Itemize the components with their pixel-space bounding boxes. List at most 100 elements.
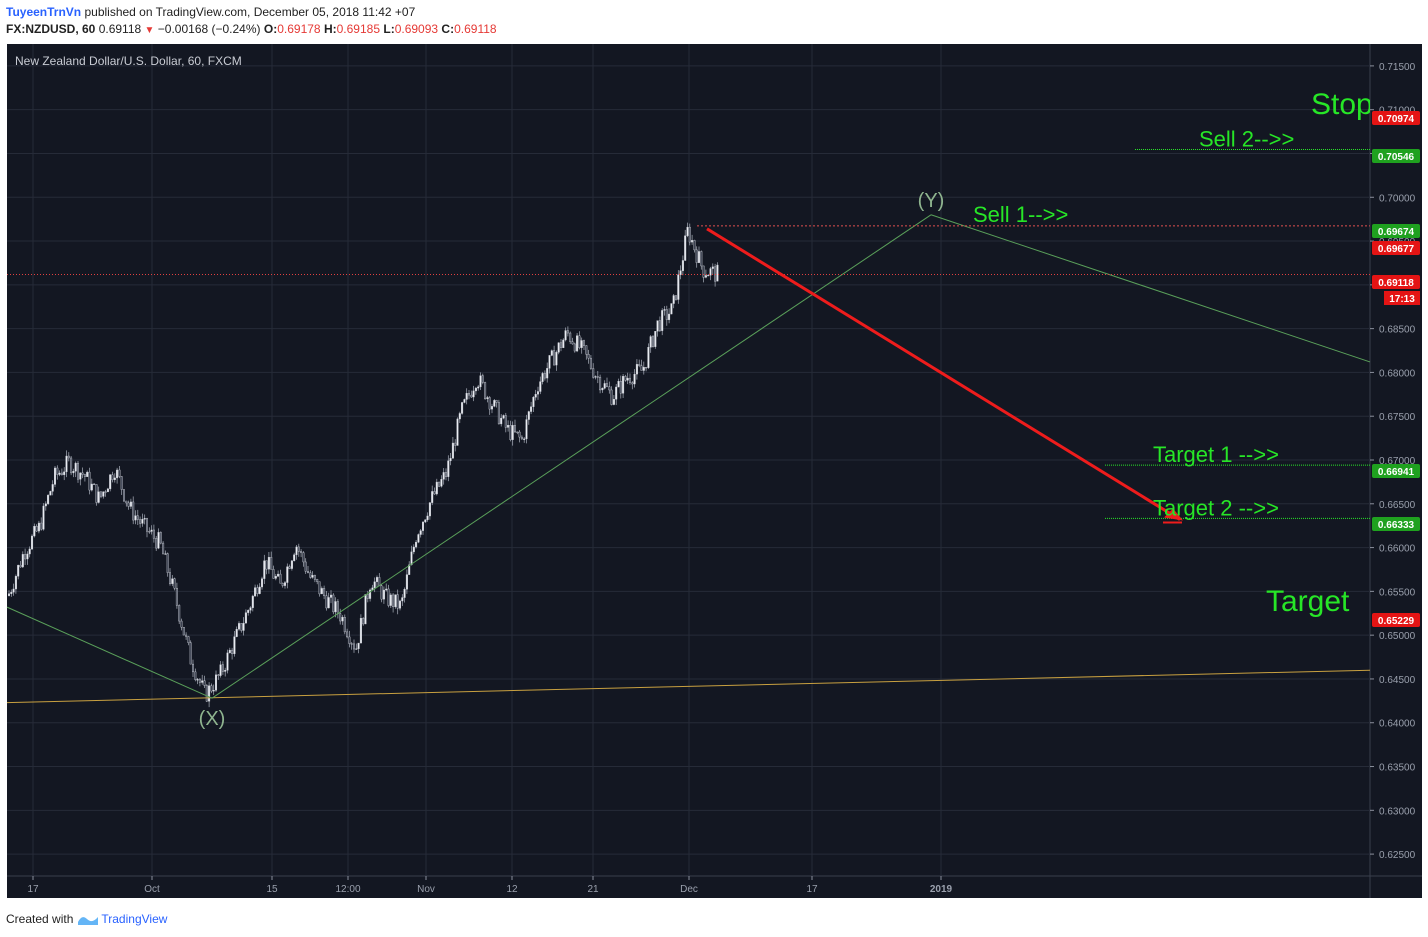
countdown-label: 17:13 bbox=[1389, 294, 1415, 305]
candle-body bbox=[463, 399, 466, 403]
candle-body bbox=[422, 521, 425, 531]
price-badge-label: 0.66941 bbox=[1378, 467, 1415, 478]
candle-body bbox=[132, 501, 135, 521]
annotation-label: Stop bbox=[1311, 88, 1373, 121]
candle-body bbox=[504, 415, 507, 428]
candle-body bbox=[608, 386, 611, 391]
candle-body bbox=[343, 617, 346, 633]
candle-body bbox=[173, 578, 176, 589]
candle-body bbox=[679, 270, 682, 275]
candle-body bbox=[560, 342, 563, 348]
candle-body bbox=[663, 309, 666, 311]
candle-body bbox=[307, 571, 310, 573]
trend-line bbox=[6, 669, 1371, 704]
price-badge: 0.69677 bbox=[1372, 241, 1420, 255]
candle-body bbox=[212, 689, 215, 692]
price-badge-label: 0.65229 bbox=[1378, 616, 1415, 627]
candle-body bbox=[516, 431, 519, 433]
candle-body bbox=[704, 275, 707, 278]
candle-body bbox=[603, 383, 606, 389]
candle-body bbox=[668, 313, 671, 320]
candle-body bbox=[295, 546, 298, 555]
candle-body bbox=[472, 390, 475, 398]
candle-body bbox=[500, 417, 503, 425]
price-tick-label: 0.62500 bbox=[1379, 850, 1416, 861]
candle-body bbox=[389, 594, 392, 606]
candle-body bbox=[670, 303, 673, 315]
price-badge-bg bbox=[1372, 517, 1420, 531]
forecast-arrow-line bbox=[706, 227, 1181, 521]
candle-body bbox=[95, 484, 98, 503]
candle-body bbox=[281, 583, 284, 586]
price-tick-label: 0.66000 bbox=[1379, 544, 1416, 555]
candle-body bbox=[495, 400, 498, 403]
forecast-arrow-head bbox=[1164, 508, 1183, 521]
candle-body bbox=[205, 685, 208, 702]
candle-body bbox=[426, 515, 429, 520]
price-tick-label: 0.68500 bbox=[1379, 325, 1416, 336]
candle-body bbox=[675, 295, 678, 300]
time-tick-label: 12 bbox=[506, 884, 518, 895]
candle-body bbox=[606, 383, 609, 387]
candle-body bbox=[514, 425, 517, 433]
tradingview-brand-link[interactable]: TradingView bbox=[77, 912, 167, 926]
candle-body bbox=[336, 601, 339, 614]
candle-body bbox=[118, 469, 121, 477]
candle-body bbox=[580, 340, 583, 348]
candle-body bbox=[290, 560, 293, 569]
author-link[interactable]: TuyeenTrnVn bbox=[6, 5, 82, 19]
candle-body bbox=[681, 260, 684, 271]
candle-body bbox=[571, 341, 574, 345]
annotation-label: Sell 1-->> bbox=[973, 202, 1068, 227]
candles-group bbox=[7, 222, 719, 708]
price-tick-label: 0.67500 bbox=[1379, 412, 1416, 423]
time-tick-label: Dec bbox=[680, 884, 698, 895]
candle-body bbox=[261, 578, 264, 588]
candle-body bbox=[26, 553, 29, 560]
candle-body bbox=[242, 622, 245, 631]
candle-body bbox=[24, 554, 27, 560]
candle-body bbox=[359, 618, 362, 644]
candle-body bbox=[104, 491, 107, 493]
candle-body bbox=[150, 529, 153, 532]
candle-body bbox=[592, 368, 595, 378]
candle-body bbox=[166, 553, 169, 573]
price-tick-label: 0.64500 bbox=[1379, 675, 1416, 686]
candle-body bbox=[695, 249, 698, 263]
price-badge: 0.66941 bbox=[1372, 464, 1420, 478]
candle-body bbox=[7, 593, 10, 596]
candle-body bbox=[691, 240, 694, 243]
candle-body bbox=[546, 368, 549, 379]
candle-body bbox=[507, 425, 510, 428]
annotation-label: Target 1 -->> bbox=[1153, 442, 1279, 467]
candle-body bbox=[380, 585, 383, 600]
price-badge: 0.69674 bbox=[1372, 224, 1420, 238]
candle-body bbox=[168, 572, 171, 584]
candle-body bbox=[479, 375, 482, 388]
candle-body bbox=[40, 522, 43, 530]
candle-body bbox=[635, 364, 638, 375]
candle-body bbox=[219, 664, 222, 676]
created-with-text: Created with bbox=[6, 912, 74, 926]
footer: Created with TradingView bbox=[6, 912, 167, 926]
candle-body bbox=[134, 515, 137, 521]
time-tick-label: Oct bbox=[144, 884, 160, 895]
candle-body bbox=[518, 431, 521, 438]
candle-body bbox=[111, 474, 114, 480]
candle-body bbox=[647, 347, 650, 368]
candle-body bbox=[320, 588, 323, 595]
candle-body bbox=[392, 594, 395, 608]
candle-body bbox=[711, 266, 714, 269]
candle-body bbox=[185, 634, 188, 637]
candle-body bbox=[226, 652, 229, 671]
candle-body bbox=[599, 376, 602, 391]
candle-body bbox=[654, 331, 657, 347]
candle-body bbox=[417, 534, 420, 543]
candle-body bbox=[537, 391, 540, 395]
candle-body bbox=[378, 577, 381, 587]
candle-body bbox=[688, 226, 691, 243]
candle-body bbox=[532, 397, 535, 407]
candle-body bbox=[661, 310, 664, 331]
candle-body bbox=[54, 467, 57, 485]
